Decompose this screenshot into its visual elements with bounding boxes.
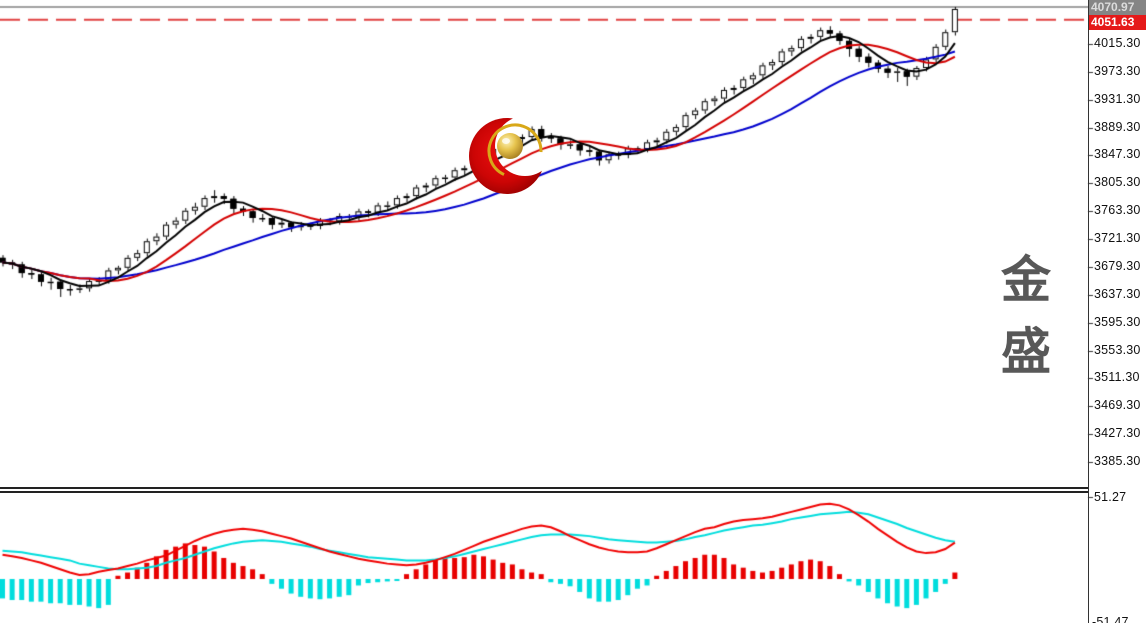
main-chart-area[interactable] [0, 0, 1088, 487]
price-axis-tick-label: 3889.30 [1094, 120, 1141, 134]
hline-price-label: 4051.63 [1089, 15, 1146, 30]
price-axis-tick-label: 3427.30 [1094, 426, 1141, 440]
price-axis-tick-label: 3679.30 [1094, 259, 1141, 273]
price-axis-tick-label: 3721.30 [1094, 231, 1141, 245]
macd-scale-bottom-label: -51.47 [1092, 615, 1129, 623]
price-axis-tick-label: 4015.30 [1094, 36, 1141, 50]
price-axis-tick-label: 3385.30 [1094, 454, 1141, 468]
price-axis-tick-label: 3469.30 [1094, 398, 1141, 412]
price-axis-tick-label: 3847.30 [1094, 147, 1141, 161]
price-axis-tick-label: 3973.30 [1094, 64, 1141, 78]
price-axis-tick-label: 3763.30 [1094, 203, 1141, 217]
panel-separator-line-2 [0, 491, 1089, 493]
current-price-label: 4070.97 [1089, 0, 1146, 15]
price-axis-tick-label: 3931.30 [1094, 92, 1141, 106]
macd-sub-chart-area[interactable] [0, 493, 1088, 623]
macd-scale-top-label: 51.27 [1094, 490, 1127, 504]
price-axis-tick-label: 3553.30 [1094, 343, 1141, 357]
price-axis-tick-label: 3805.30 [1094, 175, 1141, 189]
price-axis-tick-label: 3511.30 [1094, 370, 1140, 384]
axis-border [1088, 0, 1089, 623]
price-axis-tick-label: 3595.30 [1094, 315, 1141, 329]
price-axis-tick-label: 3637.30 [1094, 287, 1141, 301]
panel-separator-line-1 [0, 487, 1089, 489]
